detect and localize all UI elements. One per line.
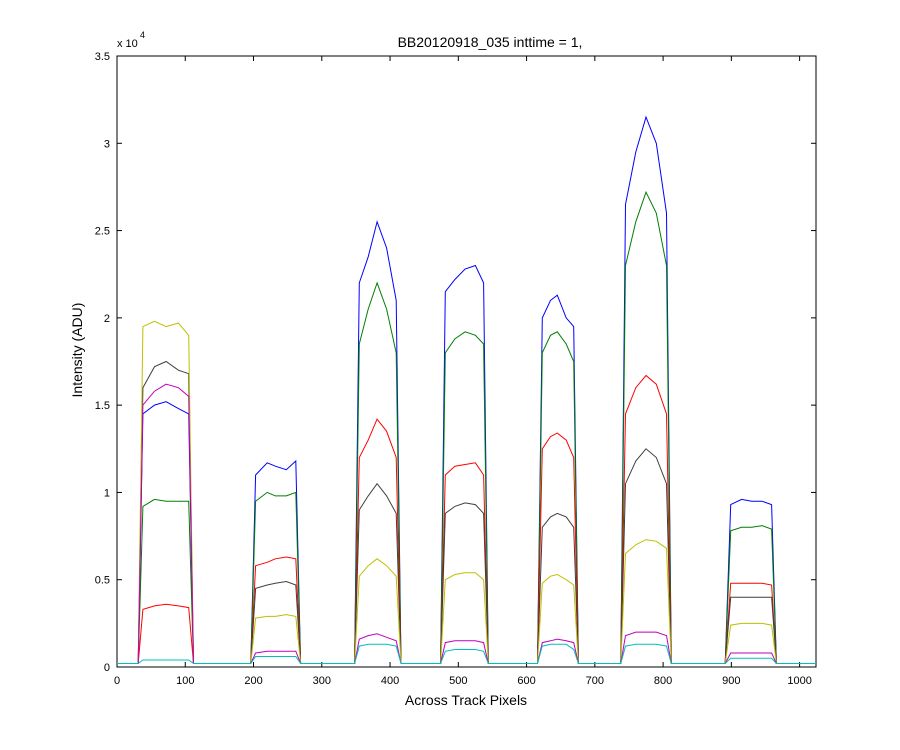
data-line [117, 360, 816, 664]
x-axis-label: Across Track Pixels [405, 692, 527, 708]
y-tick-label: 2.5 [95, 226, 110, 238]
chart-title: BB20120918_035 inttime = 1, [398, 34, 583, 50]
x-tick-label: 0 [114, 675, 120, 687]
x-tick-label: 300 [313, 675, 331, 687]
x-tick-label: 200 [244, 675, 262, 687]
x-tick-label: 100 [176, 675, 194, 687]
data-line [117, 383, 816, 664]
y-tick-label: 2 [104, 313, 110, 325]
y-exponent-base: x 10 [117, 38, 138, 50]
data-line [117, 320, 816, 664]
x-tick-label: 1000 [787, 675, 811, 687]
y-tick-label: 3.5 [95, 51, 110, 63]
data-line [117, 190, 816, 664]
data-line [117, 643, 816, 664]
x-tick-label: 800 [654, 675, 672, 687]
y-axis-label: Intensity (ADU) [69, 303, 85, 398]
y-tick-label: 0 [104, 662, 110, 674]
x-tick-label: 700 [586, 675, 604, 687]
x-tick-label: 400 [381, 675, 399, 687]
x-tick-label: 600 [517, 675, 535, 687]
y-tick-label: 1 [104, 487, 110, 499]
x-tick-label: 900 [722, 675, 740, 687]
plot-area [116, 55, 817, 668]
y-exponent: 4 [140, 30, 145, 40]
y-tick-label: 0.5 [95, 575, 110, 587]
y-tick-label: 3 [104, 138, 110, 150]
y-tick-label: 1.5 [95, 400, 110, 412]
x-tick-label: 500 [449, 675, 467, 687]
